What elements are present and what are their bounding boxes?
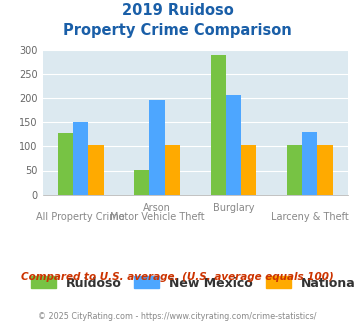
Text: © 2025 CityRating.com - https://www.cityrating.com/crime-statistics/: © 2025 CityRating.com - https://www.city… — [38, 312, 317, 321]
Bar — [149, 100, 165, 195]
Text: 2019 Ruidoso: 2019 Ruidoso — [122, 3, 233, 18]
Bar — [134, 170, 149, 195]
Bar — [88, 145, 104, 195]
Text: Motor Vehicle Theft: Motor Vehicle Theft — [110, 212, 204, 222]
Bar — [317, 145, 333, 195]
Bar — [211, 55, 226, 195]
Text: Compared to U.S. average. (U.S. average equals 100): Compared to U.S. average. (U.S. average … — [21, 272, 334, 282]
Text: Arson: Arson — [143, 203, 171, 213]
Text: All Property Crime: All Property Crime — [36, 212, 125, 222]
Bar — [165, 145, 180, 195]
Text: Property Crime Comparison: Property Crime Comparison — [63, 23, 292, 38]
Bar — [241, 145, 256, 195]
Text: Larceny & Theft: Larceny & Theft — [271, 212, 349, 222]
Bar — [58, 133, 73, 195]
Bar — [302, 132, 317, 195]
Legend: Ruidoso, New Mexico, National: Ruidoso, New Mexico, National — [31, 277, 355, 290]
Text: Burglary: Burglary — [213, 203, 254, 213]
Bar — [226, 95, 241, 195]
Bar — [73, 122, 88, 195]
Bar — [287, 145, 302, 195]
